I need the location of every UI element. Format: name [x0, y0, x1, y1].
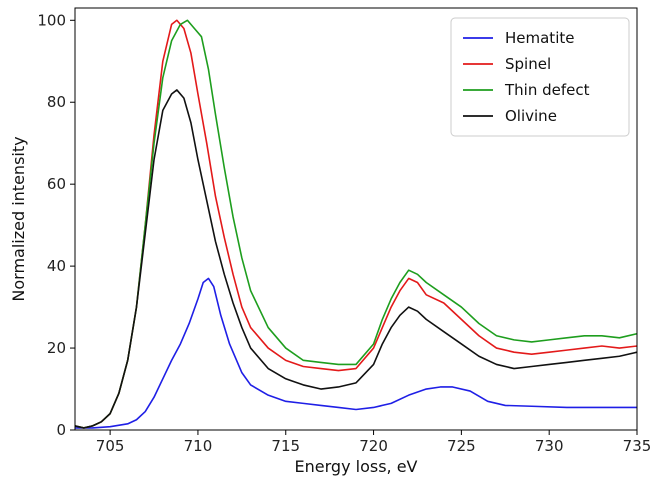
legend-label-olivine: Olivine — [505, 107, 557, 125]
legend-label-thin-defect: Thin defect — [504, 81, 590, 99]
plot-frame — [74, 7, 638, 431]
x-tick-label: 735 — [623, 437, 651, 455]
x-axis-label: Energy loss, eV — [295, 457, 418, 476]
series-line-hematite — [75, 277, 637, 429]
y-tick-label: 80 — [47, 93, 66, 111]
legend-label-spinel: Spinel — [505, 55, 551, 73]
y-tick-label: 40 — [47, 257, 66, 275]
series-layer — [75, 19, 637, 429]
y-tick-label: 60 — [47, 175, 66, 193]
legend-label-hematite: Hematite — [505, 29, 574, 47]
x-tick-label: 720 — [359, 437, 388, 455]
series-line-olivine — [75, 89, 637, 429]
x-tick-label: 705 — [96, 437, 125, 455]
y-tick-label: 20 — [47, 339, 66, 357]
x-tick-label: 710 — [184, 437, 213, 455]
x-tick-label: 730 — [535, 437, 564, 455]
legend: Hematite Spinel Thin defect Olivine — [450, 17, 630, 137]
legend-box — [450, 17, 630, 137]
y-tick-label: 0 — [56, 421, 66, 439]
y-axis-label: Normalized intensity — [9, 136, 28, 301]
x-tick-label: 725 — [447, 437, 476, 455]
x-tick-label: 715 — [271, 437, 300, 455]
axes-layer: 705 710 715 720 725 730 735 0 20 40 60 80 100 — [37, 7, 651, 455]
y-tick-label: 100 — [37, 11, 66, 29]
